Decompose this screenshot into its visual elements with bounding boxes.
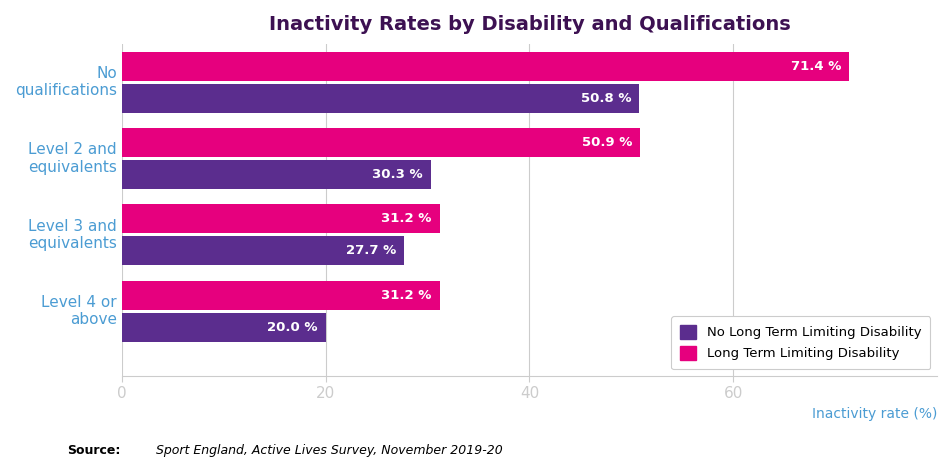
Text: Sport England, Active Lives Survey, November 2019-20: Sport England, Active Lives Survey, Nove… [148, 444, 503, 458]
Text: 30.3 %: 30.3 % [372, 168, 423, 181]
Text: 31.2 %: 31.2 % [381, 212, 431, 225]
Text: 71.4 %: 71.4 % [791, 60, 842, 73]
Bar [122, 313, 326, 341]
Text: Source:: Source: [67, 444, 120, 458]
Title: Inactivity Rates by Disability and Qualifications: Inactivity Rates by Disability and Quali… [268, 15, 790, 34]
Text: 27.7 %: 27.7 % [346, 244, 396, 257]
Bar [122, 160, 430, 189]
Bar [122, 280, 440, 310]
Bar [122, 84, 640, 112]
Bar [122, 51, 849, 80]
Text: 31.2 %: 31.2 % [381, 289, 431, 302]
Legend: No Long Term Limiting Disability, Long Term Limiting Disability: No Long Term Limiting Disability, Long T… [671, 316, 930, 369]
Bar [122, 128, 641, 157]
Bar [122, 236, 404, 265]
Bar [122, 204, 440, 233]
Text: 20.0 %: 20.0 % [267, 321, 318, 334]
X-axis label: Inactivity rate (%): Inactivity rate (%) [812, 407, 937, 421]
Text: 50.9 %: 50.9 % [582, 136, 632, 149]
Text: 50.8 %: 50.8 % [581, 92, 631, 105]
